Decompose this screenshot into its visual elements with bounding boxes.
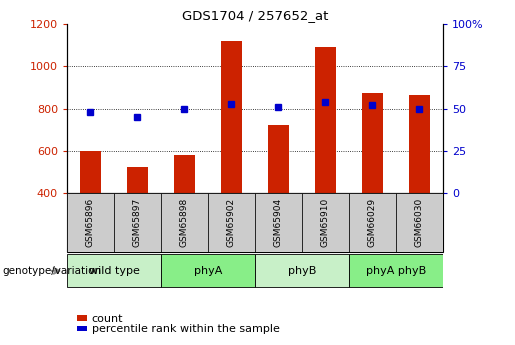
Bar xyxy=(255,254,349,287)
Bar xyxy=(80,151,101,193)
Bar xyxy=(315,47,336,193)
Bar xyxy=(255,193,302,252)
Bar xyxy=(161,254,255,287)
Bar xyxy=(221,41,242,193)
Text: GSM65902: GSM65902 xyxy=(227,198,236,247)
Bar xyxy=(268,125,289,193)
Text: phyA phyB: phyA phyB xyxy=(366,266,426,276)
Text: GSM66029: GSM66029 xyxy=(368,198,377,247)
Bar xyxy=(302,193,349,252)
Bar xyxy=(174,155,195,193)
Title: GDS1704 / 257652_at: GDS1704 / 257652_at xyxy=(182,9,328,22)
Bar xyxy=(208,193,255,252)
Bar xyxy=(67,254,161,287)
Text: GSM65910: GSM65910 xyxy=(321,198,330,247)
Bar xyxy=(349,193,396,252)
Text: count: count xyxy=(92,314,123,324)
Bar xyxy=(114,193,161,252)
Bar xyxy=(349,254,443,287)
Bar xyxy=(77,315,87,321)
Text: phyA: phyA xyxy=(194,266,222,276)
Bar xyxy=(77,326,87,331)
Bar xyxy=(396,193,443,252)
Text: GSM65898: GSM65898 xyxy=(180,198,189,247)
Bar xyxy=(362,93,383,193)
Bar xyxy=(161,193,208,252)
Text: GSM66030: GSM66030 xyxy=(415,198,424,247)
Text: GSM65897: GSM65897 xyxy=(133,198,142,247)
Text: GSM65896: GSM65896 xyxy=(86,198,95,247)
Bar xyxy=(127,167,148,193)
Text: wild type: wild type xyxy=(89,266,140,276)
Text: percentile rank within the sample: percentile rank within the sample xyxy=(92,325,280,334)
Bar xyxy=(67,193,114,252)
Text: GSM65904: GSM65904 xyxy=(274,198,283,247)
Text: genotype/variation: genotype/variation xyxy=(3,266,101,276)
Bar xyxy=(409,95,430,193)
Text: phyB: phyB xyxy=(288,266,316,276)
